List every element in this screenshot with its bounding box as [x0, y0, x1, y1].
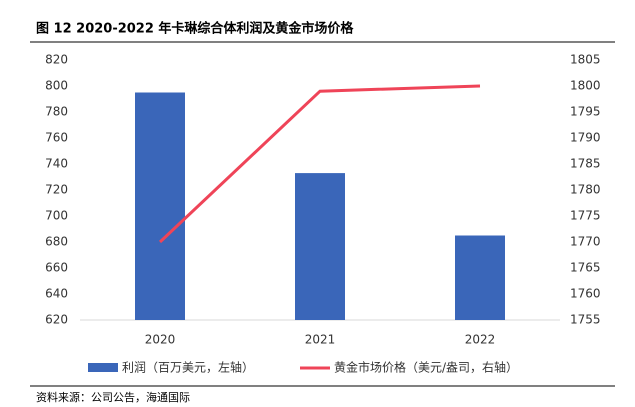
chart-title: 图 12 2020-2022 年卡琳综合体利润及黄金市场价格 — [36, 21, 354, 37]
source: 资料来源：公司公告，海通国际 — [36, 390, 190, 404]
y2-tick-label: 1770 — [570, 235, 601, 249]
y2-tick-label: 1790 — [570, 131, 601, 145]
y-tick-label: 620 — [45, 313, 68, 327]
y-tick-label: 740 — [45, 157, 68, 171]
y-tick-label: 680 — [45, 235, 68, 249]
y2-tick-label: 1785 — [570, 157, 601, 171]
line — [158, 84, 481, 244]
y2-tick-label: 1755 — [570, 313, 601, 327]
y-tick-label: 780 — [45, 105, 68, 119]
y2-tick-label: 1800 — [570, 79, 601, 93]
y-tick-label: 700 — [45, 209, 68, 223]
x-tick-label: 2021 — [305, 333, 336, 347]
y2-tick-label: 1760 — [570, 287, 601, 301]
y-tick-label: 660 — [45, 261, 68, 275]
y2-tick-label: 1775 — [570, 209, 601, 223]
y2-tick-label: 1765 — [570, 261, 601, 275]
y-tick-label: 820 — [45, 53, 68, 67]
x-tick-label: 2020 — [145, 333, 176, 347]
y2-tick-label: 1795 — [570, 105, 601, 119]
legend-swatch — [88, 363, 118, 372]
legend-label: 利润（百万美元，左轴） — [122, 360, 254, 375]
bar — [135, 92, 185, 320]
y-tick-label: 640 — [45, 287, 68, 301]
y-tick-label: 760 — [45, 131, 68, 145]
y2-tick-label: 1805 — [570, 53, 601, 67]
y-tick-label: 800 — [45, 79, 68, 93]
legend-label: 黄金市场价格（美元/盎司，右轴） — [334, 360, 518, 375]
bar — [455, 235, 505, 320]
x-tick-label: 2022 — [465, 333, 496, 347]
y-tick-label: 720 — [45, 183, 68, 197]
y2-tick-label: 1780 — [570, 183, 601, 197]
bar — [295, 173, 345, 320]
